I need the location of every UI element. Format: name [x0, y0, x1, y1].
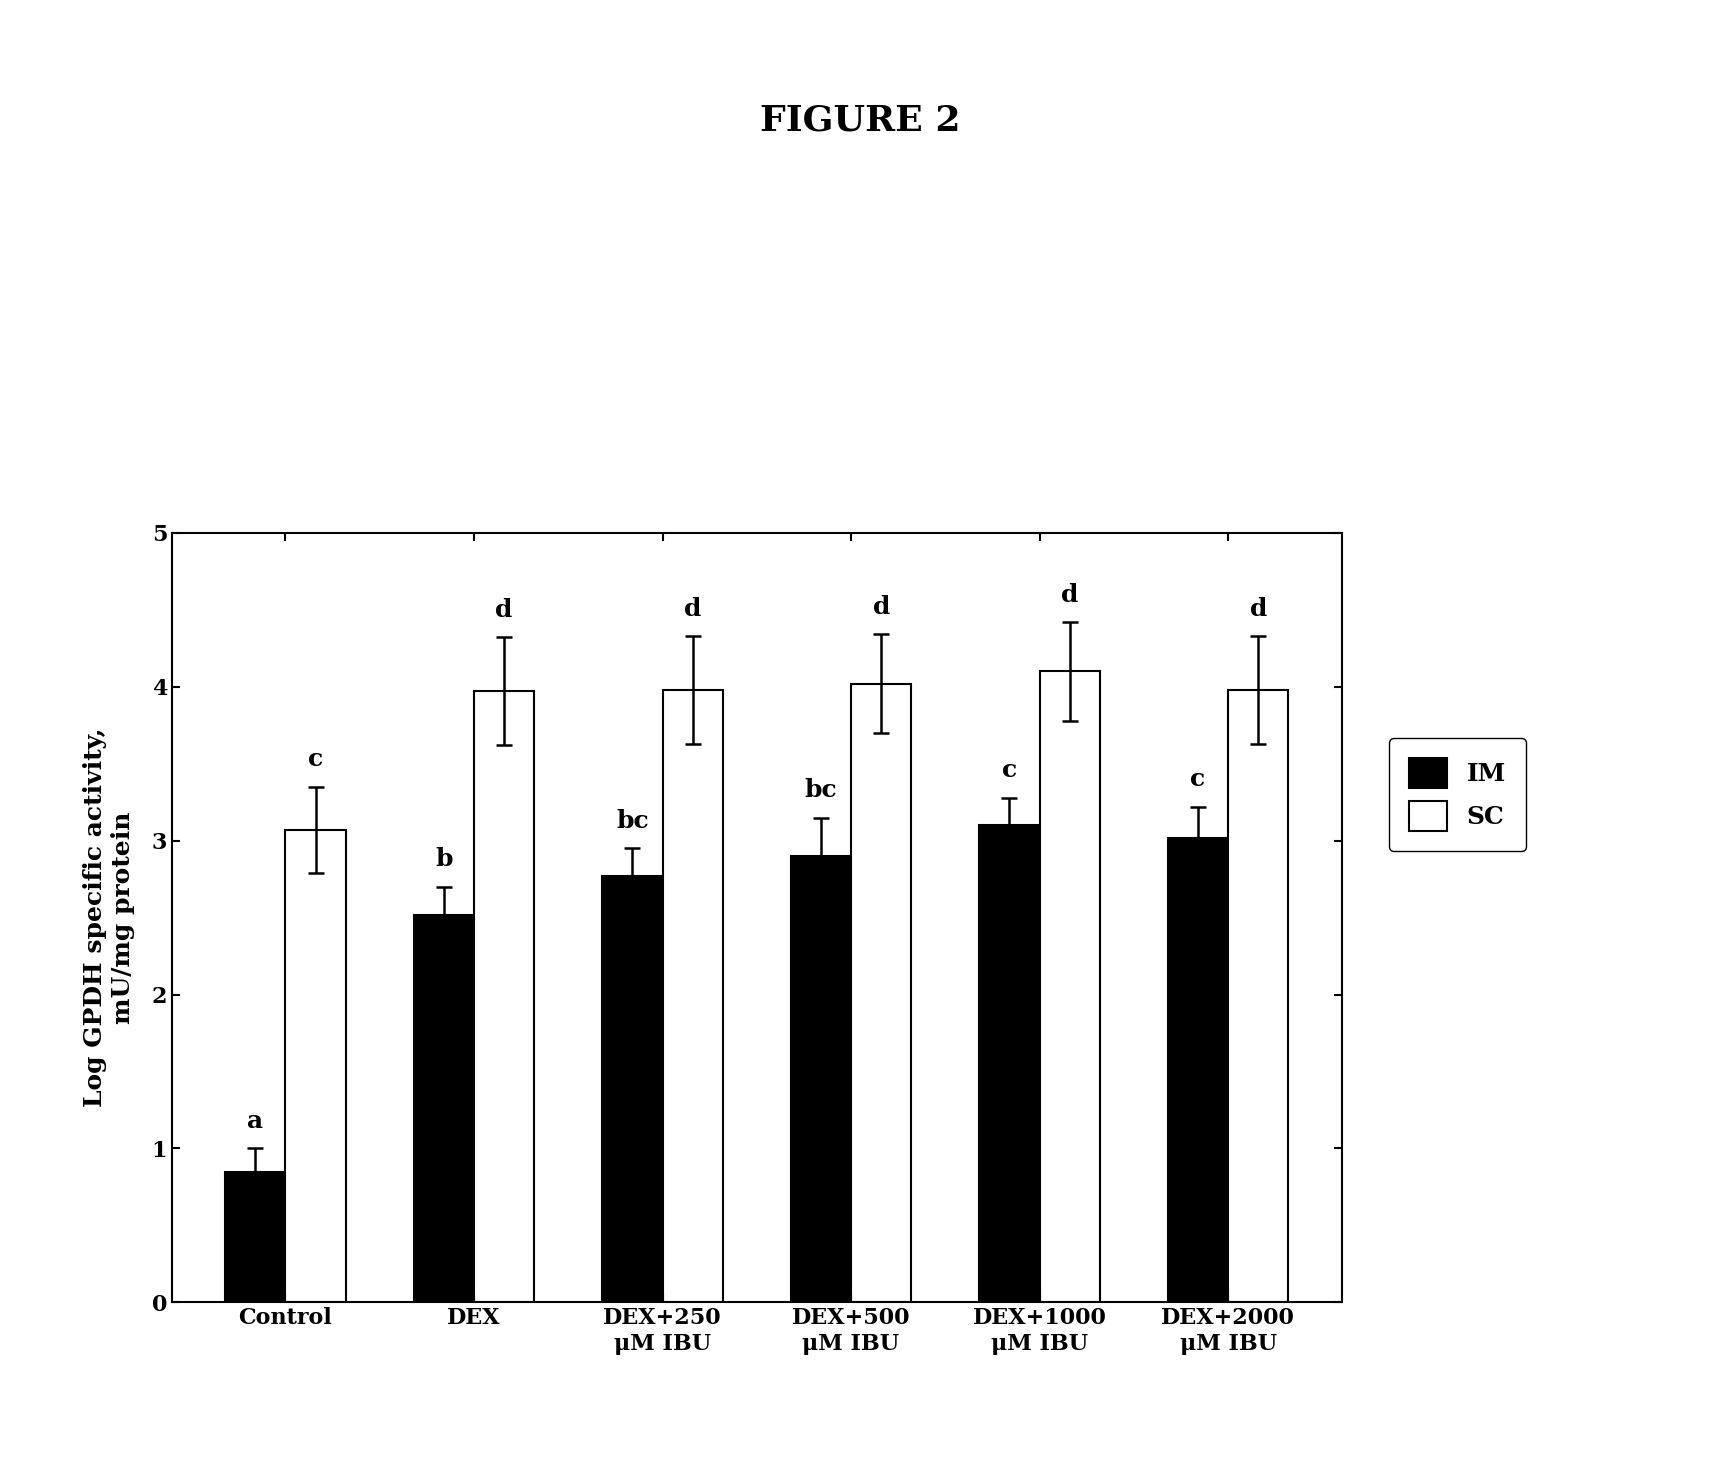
Bar [602, 876, 662, 1302]
Text: d: d [495, 598, 513, 622]
Bar [475, 691, 535, 1302]
Bar [662, 690, 722, 1302]
Bar [1039, 672, 1099, 1302]
Text: d: d [685, 596, 702, 620]
Text: d: d [872, 595, 889, 619]
Text: b: b [435, 848, 452, 872]
Text: bc: bc [616, 810, 648, 833]
Text: c: c [308, 747, 323, 771]
Bar [851, 684, 912, 1302]
Text: bc: bc [805, 778, 838, 802]
Bar [415, 915, 475, 1302]
Text: d: d [1250, 596, 1268, 620]
Text: FIGURE 2: FIGURE 2 [760, 104, 960, 138]
Text: c: c [1001, 758, 1017, 781]
Bar [1228, 690, 1288, 1302]
Legend: IM, SC: IM, SC [1390, 737, 1526, 851]
Bar [979, 826, 1039, 1302]
Text: c: c [1190, 768, 1206, 792]
Bar [791, 855, 851, 1302]
Text: a: a [248, 1109, 263, 1134]
Text: d: d [1061, 583, 1078, 607]
Bar [1168, 838, 1228, 1302]
Y-axis label: Log GPDH specific activity,
mU/mg protein: Log GPDH specific activity, mU/mg protei… [83, 728, 134, 1107]
Bar [286, 830, 346, 1302]
Bar [225, 1172, 286, 1302]
